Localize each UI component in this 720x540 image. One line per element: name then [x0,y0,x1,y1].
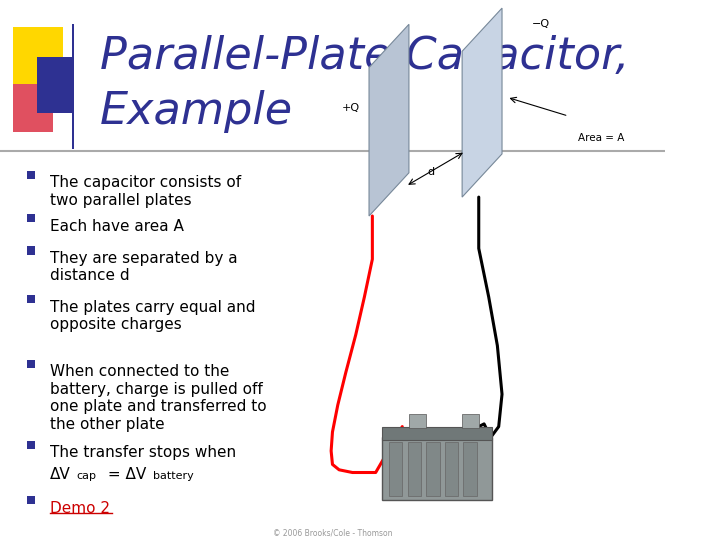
Bar [72,24,74,149]
Bar [27,246,35,255]
Bar [27,295,35,303]
Bar [445,442,458,496]
Text: +: + [390,485,401,498]
Bar [464,442,477,496]
Text: When connected to the
battery, charge is pulled off
one plate and transferred to: When connected to the battery, charge is… [50,364,266,431]
Bar [27,214,35,222]
Bar [409,414,426,428]
Text: = ΔV: = ΔV [103,467,146,482]
Text: The capacitor consists of
two parallel plates: The capacitor consists of two parallel p… [50,176,241,208]
Text: ΔV: ΔV [50,467,71,482]
Text: Demo 2: Demo 2 [50,501,110,516]
Text: battery: battery [153,471,194,481]
Text: Each have area A: Each have area A [50,219,184,234]
Polygon shape [369,24,409,216]
Bar [462,414,479,428]
Text: Parallel-Plate Capacitor,: Parallel-Plate Capacitor, [100,35,629,78]
Bar [27,171,35,179]
Bar [382,437,492,500]
Text: cap: cap [76,471,96,481]
Text: The plates carry equal and
opposite charges: The plates carry equal and opposite char… [50,300,256,332]
Bar [13,27,63,89]
Text: The transfer stops when: The transfer stops when [50,446,236,461]
Text: −: − [467,484,478,498]
Text: +Q: +Q [342,103,361,113]
Bar [27,441,35,449]
Text: d: d [427,167,434,177]
Bar [408,442,421,496]
Bar [389,442,402,496]
Text: © 2006 Brooks/Cole - Thomson: © 2006 Brooks/Cole - Thomson [273,528,392,537]
Text: Example: Example [100,90,293,133]
Bar [382,427,492,440]
Text: −Q: −Q [532,19,550,29]
Bar [27,360,35,368]
Bar [426,442,439,496]
Bar [27,496,35,504]
Polygon shape [462,8,502,197]
Bar [13,84,53,132]
Bar [37,57,73,113]
Text: Area = A: Area = A [578,133,625,143]
Text: They are separated by a
distance d: They are separated by a distance d [50,251,238,284]
